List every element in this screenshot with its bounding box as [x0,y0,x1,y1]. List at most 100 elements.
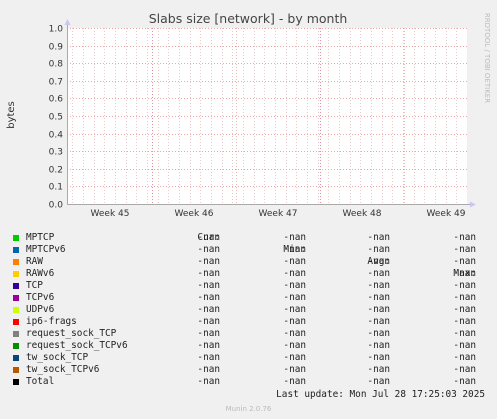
legend-min-value: -nan [283,364,306,375]
y-tick-labels: 0.0 0.1 0.2 0.3 0.4 0.5 0.6 0.7 0.8 0.9 1.0 [49,25,64,211]
x-tick-labels: Week 45 Week 46 Week 47 Week 48 Week 49 [91,209,466,219]
legend-max-value: -nan [453,292,476,303]
y-tick-label: 1.0 [49,25,64,35]
legend-cur-value: -nan [197,292,220,303]
legend-min-value: -nan [283,256,306,267]
legend-min-value: -nan [283,352,306,363]
legend-item: tw_sock_TCPv6 -nan -nan -nan -nan [12,364,492,376]
legend-max-value: -nan [453,328,476,339]
legend-avg-value: -nan [367,292,390,303]
last-update: Last update: Mon Jul 28 17:25:03 2025 [276,389,485,400]
legend-name: request_sock_TCP [26,328,117,339]
legend-name: RAWv6 [26,268,55,279]
legend-name: TCP [26,280,43,291]
y-tick-label: 0.1 [49,183,63,193]
x-tick-label: Week 47 [259,209,298,219]
legend-avg-value: -nan [367,352,390,363]
legend-item: ip6-frags -nan -nan -nan -nan [12,316,492,328]
legend-swatch [13,367,19,373]
legend-max-value: -nan [453,256,476,267]
legend-avg-value: -nan [367,268,390,279]
legend-item: tw_sock_TCP -nan -nan -nan -nan [12,352,492,364]
y-tick-label: 0.0 [49,201,64,211]
legend-name: tw_sock_TCP [26,352,89,363]
legend-min-value: -nan [283,280,306,291]
x-axis-arrow [470,201,476,208]
rrdtool-label: RRDTOOL / TOBI OETIKER [483,13,491,103]
legend-cur-value: -nan [197,376,220,387]
legend-name: TCPv6 [26,292,55,303]
legend-item: Total -nan -nan -nan -nan [12,376,492,388]
legend-avg-value: -nan [367,304,390,315]
y-tick-label: 0.2 [49,166,63,176]
y-tick-label: 0.6 [49,95,64,105]
legend-avg-value: -nan [367,376,390,387]
legend-swatch [13,379,19,385]
legend-swatch [13,247,19,253]
legend-max-value: -nan [453,280,476,291]
legend-swatch [13,319,19,325]
legend-cur-value: -nan [197,328,220,339]
legend-min-value: -nan [283,376,306,387]
legend-min-value: -nan [283,244,306,255]
legend-item: request_sock_TCP -nan -nan -nan -nan [12,328,492,340]
legend-cur-value: -nan [197,256,220,267]
legend-swatch [13,259,19,265]
legend-max-value: -nan [453,352,476,363]
y-tick-label: 0.5 [49,113,63,123]
legend-cur-value: -nan [197,316,220,327]
grid [67,28,467,204]
legend-header-cur: Cur: [197,232,220,243]
legend-header-min: Min: [283,244,306,255]
legend-swatch [13,331,19,337]
chart-title: Slabs size [network] - by month [149,11,348,26]
legend-swatch [13,307,19,313]
legend-name: RAW [26,256,43,267]
legend-min-value: -nan [283,232,306,243]
legend-item: TCPv6 -nan -nan -nan -nan [12,292,492,304]
legend-item: UDPv6 -nan -nan -nan -nan [12,304,492,316]
legend-max-value: -nan [453,316,476,327]
legend: Cur: Min: Avg: Max: MPTCP -nan -nan -nan -na… [12,220,492,388]
legend-cur-value: -nan [197,340,220,351]
legend-max-value: -nan [453,364,476,375]
x-tick-label: Week 49 [427,209,466,219]
y-tick-label: 0.4 [49,131,64,141]
legend-min-value: -nan [283,304,306,315]
y-tick-label: 0.7 [49,78,63,88]
legend-item: request_sock_TCPv6 -nan -nan -nan -nan [12,340,492,352]
legend-name: MPTCPv6 [26,244,66,255]
legend-name: ip6-frags [26,316,77,327]
legend-avg-value: -nan [367,232,390,243]
legend-item: RAWv6 -nan -nan -nan -nan [12,268,492,280]
legend-swatch [13,355,19,361]
legend-avg-value: -nan [367,340,390,351]
axes [64,19,476,208]
legend-max-value: -nan [453,376,476,387]
legend-header-max: Max: [453,268,476,279]
legend-cur-value: -nan [197,352,220,363]
legend-name: Total [26,376,55,387]
legend-avg-value: -nan [367,280,390,291]
legend-name: UDPv6 [26,304,55,315]
legend-max-value: -nan [453,244,476,255]
legend-item: RAW -nan -nan -nan -nan [12,256,492,268]
legend-avg-value: -nan [367,316,390,327]
legend-avg-value: -nan [367,256,390,267]
y-axis-arrow [64,19,71,25]
legend-swatch [13,283,19,289]
x-tick-label: Week 46 [175,209,214,219]
legend-swatch [13,271,19,277]
legend-name: tw_sock_TCPv6 [26,364,100,375]
munin-version: Munin 2.0.76 [225,405,272,413]
legend-item: MPTCP -nan -nan -nan -nan [12,232,492,244]
legend-header-avg: Avg: [367,256,390,267]
legend-max-value: -nan [453,340,476,351]
legend-max-value: -nan [453,268,476,279]
legend-cur-value: -nan [197,244,220,255]
legend-item: MPTCPv6 -nan -nan -nan -nan [12,244,492,256]
legend-cur-value: -nan [197,304,220,315]
y-axis-label: bytes [6,101,17,129]
legend-cur-value: -nan [197,232,220,243]
